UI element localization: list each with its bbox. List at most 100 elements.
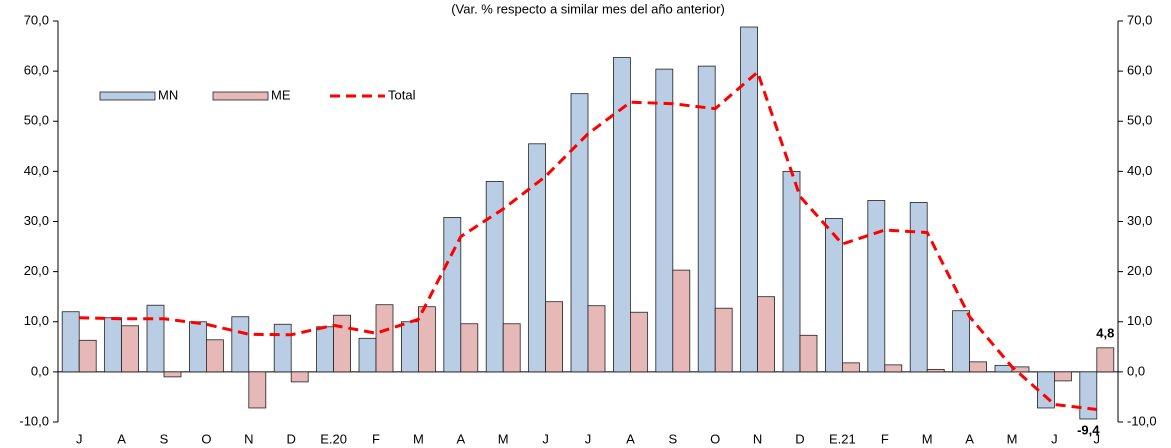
x-tick-label: N bbox=[244, 431, 253, 446]
bar bbox=[290, 371, 309, 383]
y2-tick-label: 70,0 bbox=[1127, 12, 1152, 27]
bar bbox=[587, 305, 606, 373]
legend-swatch bbox=[99, 91, 156, 101]
bar bbox=[655, 68, 674, 373]
y-tick-label: -10,0 bbox=[19, 413, 49, 428]
bar bbox=[273, 323, 292, 373]
bar bbox=[884, 364, 903, 373]
legend-swatch bbox=[212, 91, 269, 101]
bar bbox=[867, 200, 886, 373]
bar bbox=[358, 337, 377, 373]
y-tick-label: 30,0 bbox=[24, 213, 49, 228]
bar bbox=[630, 311, 648, 373]
chart-subtitle: (Var. % respecto a similar mes del año a… bbox=[451, 1, 725, 16]
x-tick-label: F bbox=[372, 431, 380, 446]
x-tick-label: A bbox=[626, 431, 635, 446]
bar bbox=[443, 217, 462, 373]
bar bbox=[782, 170, 801, 373]
bar bbox=[316, 326, 335, 373]
bar bbox=[61, 311, 80, 373]
bar bbox=[333, 314, 352, 373]
bar bbox=[375, 304, 394, 373]
y-tick-label: 50,0 bbox=[24, 113, 49, 128]
bar bbox=[502, 323, 521, 373]
x-tick-label: E.21 bbox=[829, 431, 856, 446]
legend-label: Total bbox=[388, 87, 416, 102]
y-tick-label: 40,0 bbox=[24, 163, 49, 178]
bar bbox=[205, 339, 224, 373]
line bbox=[79, 69, 1097, 411]
legend-label: ME bbox=[271, 87, 291, 102]
bar bbox=[121, 325, 139, 373]
y-tick-label: 0,0 bbox=[31, 363, 49, 378]
x-tick-label: D bbox=[287, 431, 296, 446]
bar bbox=[78, 339, 97, 373]
x-tick-label: E.20 bbox=[320, 431, 347, 446]
bar bbox=[994, 364, 1013, 373]
bar bbox=[1079, 371, 1098, 420]
bar bbox=[231, 316, 250, 373]
y2-tick-label: 10,0 bbox=[1127, 313, 1152, 328]
x-tick-label: N bbox=[753, 431, 762, 446]
bar bbox=[969, 361, 987, 373]
bar bbox=[952, 310, 970, 373]
y-tick-label: 10,0 bbox=[24, 313, 49, 328]
x-tick-label: M bbox=[1007, 431, 1018, 446]
bar bbox=[570, 93, 589, 373]
x-tick-label: M bbox=[498, 431, 509, 446]
x-tick-label: J bbox=[1094, 431, 1101, 446]
x-tick-label: F bbox=[881, 431, 889, 446]
bar bbox=[400, 321, 419, 373]
bar bbox=[842, 362, 860, 373]
bar bbox=[188, 321, 207, 373]
x-tick-label: J bbox=[76, 431, 83, 446]
bar bbox=[909, 202, 928, 373]
x-tick-label: J bbox=[1051, 431, 1058, 446]
x-tick-label: S bbox=[668, 431, 677, 446]
y-tick-label: 20,0 bbox=[24, 263, 49, 278]
bar bbox=[545, 301, 563, 373]
y2-tick-label: 30,0 bbox=[1127, 213, 1152, 228]
x-tick-label: A bbox=[456, 431, 465, 446]
bar bbox=[417, 306, 436, 373]
y2-tick-label: 20,0 bbox=[1127, 263, 1152, 278]
bar bbox=[757, 296, 775, 373]
x-tick-label: A bbox=[965, 431, 974, 446]
bar bbox=[460, 323, 479, 373]
bar bbox=[104, 317, 122, 373]
x-tick-label: S bbox=[160, 431, 169, 446]
x-tick-label: J bbox=[585, 431, 592, 446]
y-tick-label: 70,0 bbox=[24, 12, 49, 27]
y2-tick-label: -10,0 bbox=[1127, 413, 1157, 428]
bar bbox=[1011, 366, 1030, 373]
bar bbox=[926, 368, 945, 373]
data-label: 4,8 bbox=[1096, 325, 1114, 340]
x-tick-label: J bbox=[542, 431, 549, 446]
bar bbox=[740, 26, 758, 373]
bar bbox=[1096, 347, 1115, 373]
bar bbox=[1037, 371, 1055, 409]
bar bbox=[248, 371, 267, 409]
y-tick-label: 60,0 bbox=[24, 63, 49, 78]
bar bbox=[613, 57, 631, 373]
y2-tick-label: 0,0 bbox=[1127, 363, 1145, 378]
bar bbox=[799, 334, 818, 373]
x-tick-label: O bbox=[710, 431, 720, 446]
x-tick-label: M bbox=[922, 431, 933, 446]
bar bbox=[697, 65, 716, 373]
x-tick-label: M bbox=[413, 431, 424, 446]
bar bbox=[714, 307, 733, 373]
y2-tick-label: 60,0 bbox=[1127, 63, 1152, 78]
x-tick-label: A bbox=[117, 431, 126, 446]
y2-tick-label: 50,0 bbox=[1127, 113, 1152, 128]
bar bbox=[485, 180, 504, 373]
bar bbox=[163, 371, 182, 378]
bar bbox=[528, 143, 546, 373]
bar bbox=[1054, 371, 1072, 382]
bar bbox=[825, 218, 843, 373]
x-tick-label: D bbox=[795, 431, 804, 446]
data-label: -9,4 bbox=[1077, 422, 1100, 437]
x-tick-label: O bbox=[201, 431, 211, 446]
bar bbox=[672, 269, 691, 373]
